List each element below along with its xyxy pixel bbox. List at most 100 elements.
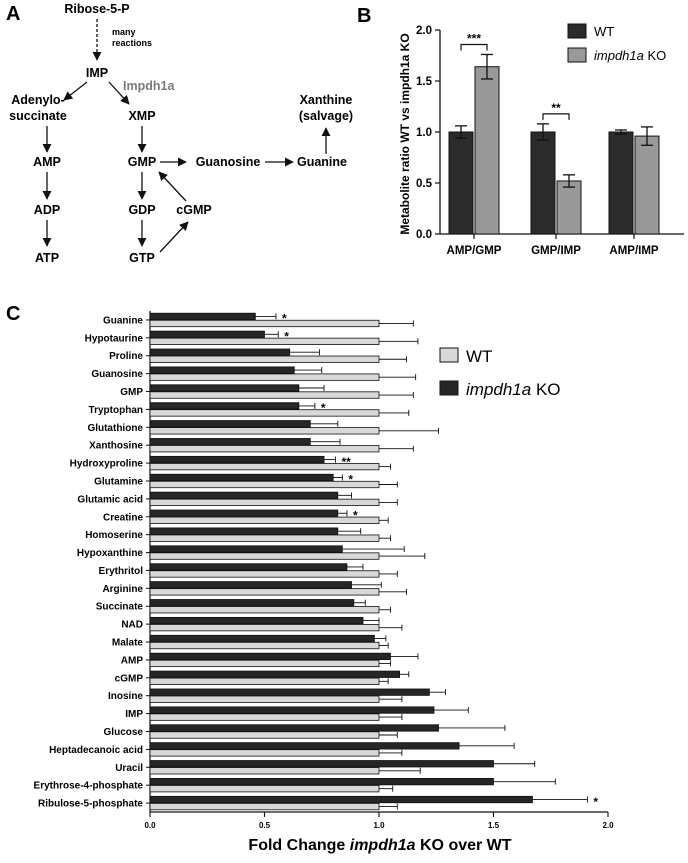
panel-b-legend-swatch [567, 23, 587, 39]
panel-c-xlabel-suffix: KO over WT [416, 837, 512, 854]
panel-c-category-label: IMP [125, 709, 143, 720]
pathway-panel: A Ribose-5-P many reactions IMP Impdh1a … [6, 2, 353, 265]
panel-c-x-tick-label: 0.0 [144, 821, 156, 830]
panel-b-chart: B Metabolite ratio WT vs impdh1a KO 0.0 0… [357, 5, 684, 257]
panel-c-legend-label: impdh1a KO [466, 380, 561, 399]
panel-c-bar-ko [149, 527, 339, 535]
panel-c-bar-ko [149, 652, 391, 661]
panel-b-y-tick-label: 0.0 [416, 229, 432, 241]
panel-b-y-tick-label: 1.0 [416, 127, 432, 139]
panel-c-bar-wt [149, 606, 380, 614]
panel-c-x-axis-label: Fold Change impdh1a KO over WT [248, 837, 511, 854]
panel-b-bar [530, 131, 556, 235]
panel-c-category-label: Malate [112, 638, 144, 649]
panel-c-bar-wt [149, 731, 380, 739]
panel-c-category-label: Glutamine [94, 476, 143, 487]
panel-c-bar-ko [149, 491, 339, 499]
panel-c-category-label: Guanosine [91, 369, 143, 380]
panel-b-significance-label: *** [467, 31, 481, 45]
panel-c-bar-wt [149, 677, 380, 685]
panel-letter-b: B [357, 5, 371, 27]
panel-c-significance-label: * [593, 795, 598, 809]
panel-b-legend-label-suffix: KO [644, 48, 666, 63]
panel-c-bar-wt [149, 713, 380, 721]
arrow-cgmp-gmp [158, 171, 187, 202]
panel-c-category-label: cGMP [115, 673, 144, 684]
panel-c-bar-ko [149, 563, 348, 571]
node-guanine: Guanine [297, 155, 347, 169]
panel-b-significance-bracket [542, 113, 570, 120]
panel-c-bar-wt [149, 767, 380, 775]
node-gdp: GDP [128, 203, 155, 217]
arrow-imp-adenylo [63, 81, 88, 101]
panel-c-bar-wt [149, 391, 380, 399]
panel-c-category-label: Proline [109, 351, 143, 362]
node-ribose-5-p: Ribose-5-P [64, 2, 129, 16]
panel-b-bar [634, 135, 660, 235]
panel-b-legend-label-italic: impdh1a [594, 48, 644, 63]
panel-c-bar-wt [149, 570, 380, 578]
panel-c-category-label: NAD [121, 620, 143, 631]
panel-c-bar-wt [149, 802, 380, 811]
panel-c-bar-wt [149, 588, 380, 596]
panel-c-category-label: Glutathione [87, 423, 143, 434]
panel-b-y-tick-label: 1.5 [416, 76, 433, 88]
panel-c-bar-ko [149, 509, 339, 517]
panel-c-bar-ko [149, 778, 494, 786]
panel-c-bar-ko [149, 366, 295, 374]
panel-b-legend-swatch [567, 47, 587, 63]
panel-c-bar-wt [149, 659, 380, 668]
panel-c-significance-label: * [353, 508, 358, 522]
panel-c-xlabel-italic: impdh1a [350, 837, 416, 854]
node-atp: ATP [35, 251, 59, 265]
panel-c-bar-wt [149, 749, 380, 757]
panel-c-category-label: GMP [120, 387, 143, 398]
panel-b-legend-label: impdh1a KO [594, 48, 666, 63]
panel-c-category-label: Hydroxyproline [70, 459, 144, 470]
panel-c-bar-wt [149, 480, 380, 489]
panel-c-bar-ko [149, 599, 355, 607]
panel-c-bar-ko [149, 438, 311, 446]
panel-c-category-label: Erythritol [99, 566, 144, 577]
panel-b-y-tick-label: 0.5 [416, 178, 433, 190]
panel-b-bars: ***** [448, 31, 660, 235]
panel-c-bar-ko [149, 545, 343, 553]
panel-c-bar-ko [149, 312, 256, 321]
panel-c-bar-wt [149, 355, 380, 363]
panel-c-legend-label-prefix: WT [466, 347, 492, 366]
panel-c-bar-ko [149, 795, 533, 804]
panel-c-bar-wt [149, 373, 380, 381]
panel-c-bar-ko [149, 330, 265, 338]
panel-c-axes: 0.0 0.5 1.0 1.5 2.0 Guanine Hypotaurine Proline… [34, 311, 614, 830]
panel-c-category-label: Glucose [104, 727, 144, 738]
panel-letter-a: A [6, 3, 20, 25]
panel-c-legend-swatch [439, 347, 459, 363]
panel-c-bar-ko [149, 616, 364, 625]
panel-b-y-tick-label: 2.0 [416, 25, 432, 37]
panel-c-bar-ko [149, 742, 460, 750]
node-amp: AMP [33, 155, 61, 169]
panel-c-category-label: Inosine [108, 691, 143, 702]
panel-b-legend-label-prefix: WT [594, 24, 614, 39]
panel-c-bar-ko [149, 724, 439, 732]
panel-c-legend-label-italic: impdh1a [466, 380, 531, 399]
panel-c-bar-wt [149, 785, 380, 793]
panel-c-bar-wt [149, 337, 380, 345]
panel-c-bar-ko [149, 581, 352, 589]
panel-c-x-tick-label: 1.0 [373, 821, 385, 830]
panel-b-bar [474, 66, 500, 235]
panel-c-bar-ko [149, 420, 311, 428]
panel-c-bar-wt [149, 695, 380, 703]
node-adenylosuccinate-2: succinate [9, 109, 67, 123]
panel-c-bar-ko [149, 348, 291, 356]
panel-c-category-label: Hypotaurine [85, 333, 144, 344]
panel-c-bar-wt [149, 319, 380, 328]
panel-b-bar [556, 180, 582, 235]
panel-c-legend-swatch [439, 380, 459, 396]
panel-c-category-label: Tryptophan [89, 405, 143, 416]
panel-c-significance-label: * [284, 330, 289, 344]
panel-c-significance-label: * [348, 473, 353, 487]
panel-c-x-tick-label: 0.5 [259, 821, 271, 830]
panel-c-bar-ko [149, 402, 300, 410]
panel-b-significance-bracket [460, 43, 488, 51]
